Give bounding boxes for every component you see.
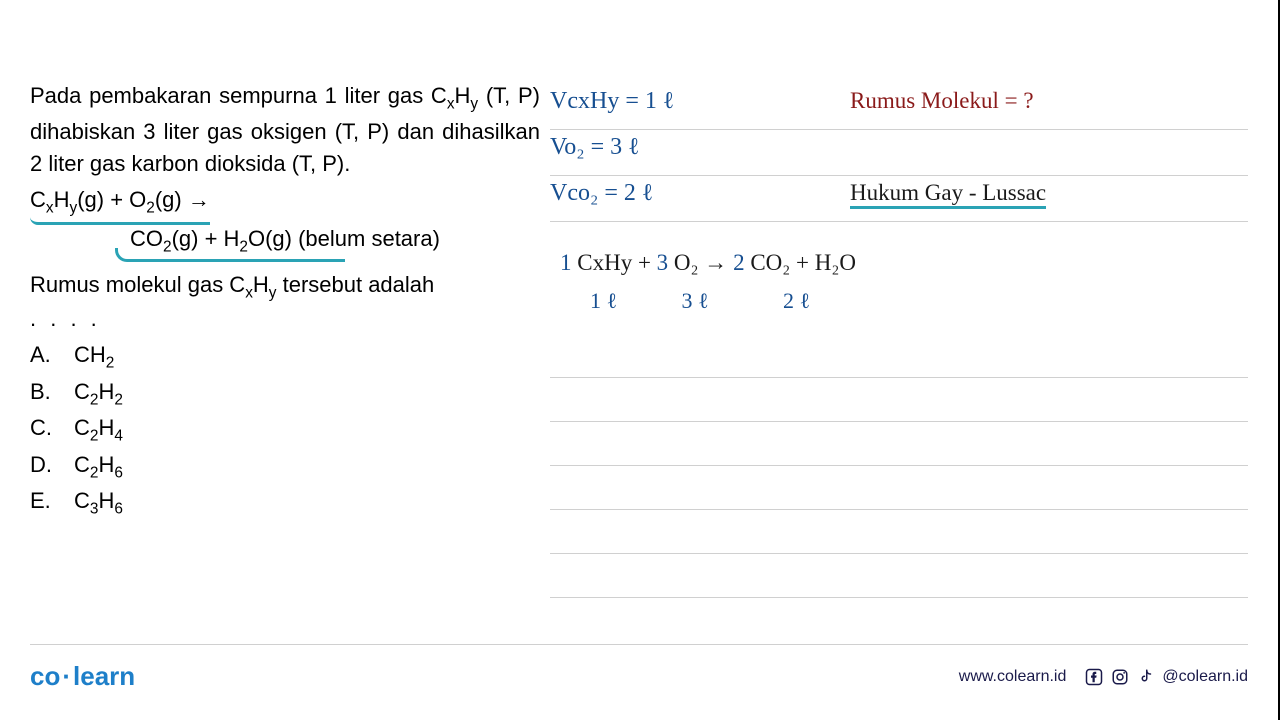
eq-h2: (g) + H [172, 226, 240, 251]
opt-b-m: H [98, 379, 114, 404]
logo-co: co [30, 661, 60, 691]
opt-a-f: CH [74, 342, 106, 367]
opt-e-f: C [74, 488, 90, 513]
rule-9 [550, 554, 1248, 598]
rule-7 [550, 466, 1248, 510]
rule-8 [550, 510, 1248, 554]
equation-line-1: CxHy(g) + O2(g) → [30, 182, 540, 221]
q-sub-x: x [447, 95, 455, 112]
rule-6 [550, 422, 1248, 466]
eq-t3: CO₂ + H₂O [745, 250, 856, 275]
opt-b-s2: 2 [114, 391, 123, 408]
vol-3: 2 ℓ [783, 288, 810, 314]
options-list: A. CH2 B. C2H2 C. C2H4 D. C2H6 E. C3H6 [30, 338, 540, 521]
equation-line-2: CO2(g) + H2O(g) (belum setara) [30, 221, 540, 260]
opt-c-f: C [74, 415, 90, 440]
rule-3 [550, 221, 1248, 222]
opt-b-letter: B. [30, 375, 54, 412]
hw-row-2: Vo₂ = 3 ℓ [550, 134, 1248, 161]
opt-b-f: C [74, 379, 90, 404]
equation-work: 1 CxHy + 3 O₂ → 2 CO₂ + H₂O [560, 250, 1248, 276]
logo-dot: · [62, 661, 71, 691]
rule-2 [550, 175, 1248, 176]
option-e: E. C3H6 [30, 484, 540, 521]
eq-t2: O₂ → [668, 250, 733, 275]
option-d: D. C2H6 [30, 448, 540, 485]
opt-d-m: H [98, 452, 114, 477]
opt-e-letter: E. [30, 484, 54, 521]
question-column: Pada pembakaran sempurna 1 liter gas CxH… [30, 80, 540, 598]
rule-4 [550, 334, 1248, 378]
opt-e-m: H [98, 488, 114, 513]
logo-learn: learn [73, 661, 135, 691]
opt-c-letter: C. [30, 411, 54, 448]
handwriting-column: VcxHy = 1 ℓ Rumus Molekul = ? Vo₂ = 3 ℓ … [550, 80, 1248, 598]
vol-2: 3 ℓ [682, 288, 778, 314]
eq-h: H [54, 187, 70, 212]
rumus-h: H [253, 272, 269, 297]
hukum-underline [850, 206, 1046, 209]
opt-c-s2: 4 [114, 427, 123, 444]
eq-t1: CxHy + [572, 250, 657, 275]
rumus-x: x [245, 284, 253, 301]
lined-area [550, 334, 1248, 598]
eq-setara: O(g) (belum setara) [248, 226, 440, 251]
option-b: B. C2H2 [30, 375, 540, 412]
opt-a-letter: A. [30, 338, 54, 375]
eq-c: C [30, 187, 46, 212]
coef-1: 1 [560, 250, 572, 275]
question-text: Pada pembakaran sempurna 1 liter gas CxH… [30, 80, 540, 180]
opt-d-f: C [74, 452, 90, 477]
eq-arrow: (g) → [155, 187, 210, 212]
q-line1: Pada pembakaran sempurna 1 liter gas C [30, 83, 447, 108]
footer: co·learn www.colearn.id @colearn.id [30, 661, 1248, 692]
footer-url: www.colearn.id [959, 668, 1067, 686]
eq-g1: (g) + O [77, 187, 146, 212]
footer-handle: @colearn.id [1162, 668, 1248, 686]
hw-hukum: Hukum Gay - Lussac [850, 180, 1046, 206]
hw-hukum-text: Hukum Gay - Lussac [850, 180, 1046, 205]
opt-e-s2: 6 [114, 500, 123, 517]
rumus-1: Rumus molekul gas C [30, 272, 245, 297]
option-c: C. C2H4 [30, 411, 540, 448]
hw-vcxhy: VcxHy = 1 ℓ [550, 88, 850, 115]
hw-vo2: Vo₂ = 3 ℓ [550, 134, 850, 161]
q-h: H [455, 83, 471, 108]
coef-3: 2 [733, 250, 745, 275]
logo: co·learn [30, 661, 135, 692]
opt-a-s: 2 [106, 354, 115, 371]
hw-row-1: VcxHy = 1 ℓ Rumus Molekul = ? [550, 88, 1248, 115]
facebook-icon [1084, 667, 1104, 687]
hw-row-3: Vco₂ = 2 ℓ Hukum Gay - Lussac [550, 180, 1248, 207]
vol-1: 1 ℓ [590, 288, 676, 314]
tiktok-icon [1136, 667, 1156, 687]
opt-d-letter: D. [30, 448, 54, 485]
social-icons: @colearn.id [1084, 667, 1248, 687]
hw-vco2: Vco₂ = 2 ℓ [550, 180, 850, 207]
footer-divider [30, 644, 1248, 645]
footer-right: www.colearn.id @colearn.id [959, 667, 1248, 687]
dots: . . . . [30, 306, 540, 332]
rumus-question: Rumus molekul gas CxHy tersebut adalah [30, 268, 540, 305]
option-a: A. CH2 [30, 338, 540, 375]
rule-5 [550, 378, 1248, 422]
teal-underline-2 [115, 248, 345, 262]
rule-1 [550, 129, 1248, 130]
hw-rumus-q: Rumus Molekul = ? [850, 88, 1034, 114]
eq-co2: CO [130, 226, 163, 251]
opt-c-m: H [98, 415, 114, 440]
instagram-icon [1110, 667, 1130, 687]
equation-volumes: 1 ℓ 3 ℓ 2 ℓ [590, 288, 1248, 314]
rumus-end: tersebut adalah [276, 272, 434, 297]
q-sub-y: y [470, 95, 478, 112]
opt-d-s2: 6 [114, 464, 123, 481]
coef-2: 3 [657, 250, 669, 275]
